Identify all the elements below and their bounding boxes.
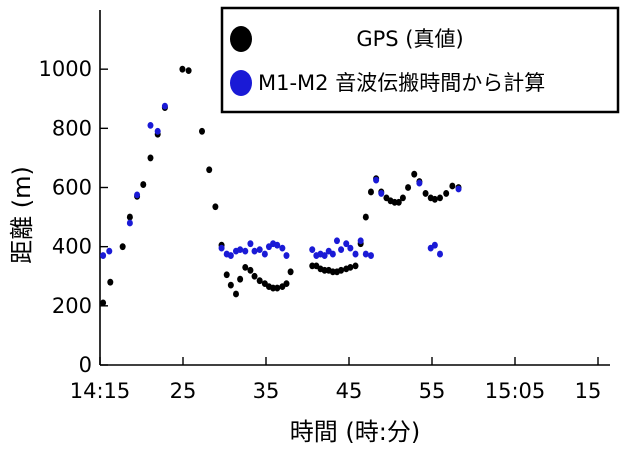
- gps-point: [206, 166, 212, 173]
- gps-point: [449, 183, 455, 190]
- m1m2-point: [257, 246, 263, 253]
- x-axis-title: 時間 (時:分): [290, 418, 420, 446]
- gps-point: [288, 268, 294, 275]
- gps-point: [437, 194, 443, 201]
- gps-point: [247, 267, 253, 274]
- m1m2-point: [134, 191, 140, 198]
- gps-point: [368, 189, 374, 196]
- m1m2-point: [262, 251, 268, 258]
- m1m2-point: [353, 251, 359, 258]
- gps-point: [283, 280, 289, 287]
- m1m2-point: [274, 242, 280, 249]
- m1m2-point: [127, 220, 133, 227]
- gps-point: [363, 214, 369, 221]
- gps-point: [199, 128, 205, 135]
- m1m2-point: [338, 246, 344, 253]
- x-tick-label: 55: [419, 379, 446, 403]
- gps-point: [423, 190, 429, 197]
- x-tick-label: 15:05: [485, 379, 546, 403]
- m1m2-point: [252, 248, 258, 255]
- gps-point: [100, 299, 106, 306]
- legend: GPS (真値) M1-M2 音波伝搬時間から計算: [222, 8, 618, 112]
- m1m2-point: [155, 128, 161, 135]
- gps-point: [179, 66, 185, 73]
- m1m2-point: [363, 251, 369, 258]
- legend-box: [222, 8, 618, 112]
- x-ticks: 14:15 25 35 45 55 15:05 15: [70, 357, 602, 403]
- gps-point: [257, 277, 263, 284]
- x-tick-label: 14:15: [70, 379, 131, 403]
- gps-point: [127, 214, 133, 221]
- y-tick-label: 400: [52, 235, 92, 259]
- gps-point: [252, 273, 258, 280]
- m1m2-point: [330, 251, 336, 258]
- m1m2-point: [106, 248, 112, 255]
- gps-point: [400, 194, 406, 201]
- gps-point: [228, 282, 234, 289]
- y-axis-title: 距離 (m): [8, 166, 36, 264]
- legend-marker-m1m2: [230, 70, 252, 96]
- gps-point: [405, 184, 411, 191]
- m1m2-point: [437, 251, 443, 258]
- gps-point: [411, 171, 417, 178]
- m1m2-point: [416, 180, 422, 187]
- y-ticks: 0 200 400 600 800 1000: [39, 57, 108, 377]
- m1m2-point: [456, 186, 462, 193]
- gps-point: [347, 264, 353, 271]
- m1m2-point: [242, 248, 248, 255]
- y-tick-label: 600: [52, 176, 92, 200]
- y-tick-label: 0: [79, 353, 92, 377]
- m1m2-point: [309, 246, 315, 253]
- gps-point: [120, 243, 126, 250]
- x-tick-label: 15: [575, 379, 602, 403]
- m1m2-point: [373, 177, 379, 184]
- m1m2-point: [347, 245, 353, 252]
- y-tick-label: 200: [52, 294, 92, 318]
- m1m2-point: [162, 103, 168, 110]
- gps-point: [353, 262, 359, 269]
- gps-point: [233, 291, 239, 298]
- gps-point: [224, 271, 230, 278]
- m1m2-point: [334, 237, 340, 244]
- m1m2-point: [228, 252, 234, 259]
- gps-point: [212, 203, 218, 210]
- m1m2-point: [247, 240, 253, 247]
- gps-point: [338, 267, 344, 274]
- m1m2-point: [432, 242, 438, 249]
- m1m2-point: [283, 252, 289, 259]
- y-tick-label: 800: [52, 116, 92, 140]
- x-tick-label: 35: [253, 379, 280, 403]
- legend-label-gps: GPS (真値): [356, 27, 463, 51]
- gps-point: [237, 276, 243, 283]
- legend-label-m1m2: M1-M2 音波伝搬時間から計算: [258, 71, 545, 95]
- m1m2-point: [368, 252, 374, 259]
- gps-point: [107, 279, 113, 286]
- gps-point: [242, 264, 248, 271]
- x-tick-label: 25: [170, 379, 197, 403]
- gps-point: [432, 196, 438, 203]
- m1m2-point: [358, 237, 364, 244]
- gps-point: [443, 190, 449, 197]
- m1m2-point: [279, 245, 285, 252]
- gps-point: [186, 67, 192, 74]
- gps-point: [140, 181, 146, 188]
- gps-point: [147, 155, 153, 162]
- gps-point: [274, 285, 280, 292]
- legend-marker-gps: [230, 26, 252, 52]
- y-tick-label: 1000: [39, 57, 92, 81]
- m1m2-point: [219, 245, 225, 252]
- m1m2-point: [147, 122, 153, 129]
- m1m2-point: [378, 190, 384, 197]
- m1m2-point: [237, 246, 243, 253]
- x-tick-label: 45: [336, 379, 363, 403]
- m1m2-point: [100, 252, 106, 259]
